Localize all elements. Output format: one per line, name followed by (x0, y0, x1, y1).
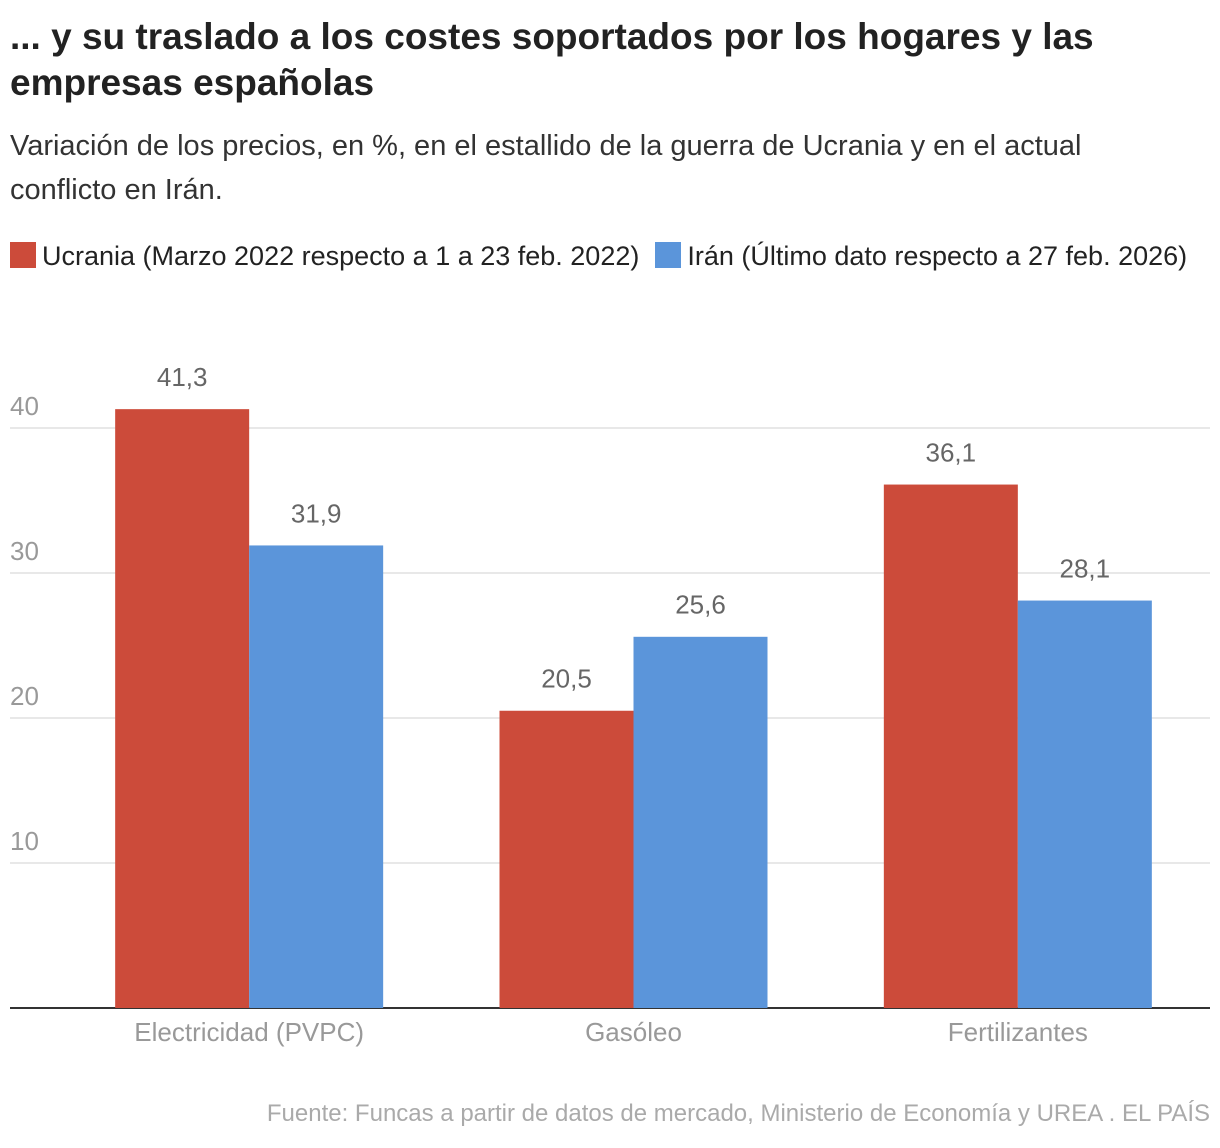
legend: Ucrania (Marzo 2022 respecto a 1 a 23 fe… (10, 233, 1210, 279)
y-tick-label: 10 (10, 826, 39, 856)
legend-entry: Irán (Último dato respecto a 27 feb. 202… (655, 241, 1187, 271)
value-label: 31,9 (291, 498, 342, 528)
x-tick-label: Fertilizantes (948, 1017, 1088, 1047)
bar (499, 710, 634, 1008)
y-tick-label: 20 (10, 681, 39, 711)
x-tick-label: Electricidad (PVPC) (134, 1017, 364, 1047)
y-tick-label: 30 (10, 536, 39, 566)
legend-entry: Ucrania (Marzo 2022 respecto a 1 a 23 fe… (10, 241, 639, 271)
chart: 10 20 30 40 Electricidad (PVPC) 41,3 31,9 Gasól… (10, 362, 1210, 1047)
legend-label: Ucrania (Marzo 2022 respecto a 1 a 23 fe… (42, 241, 640, 271)
value-label: 28,1 (1060, 553, 1111, 583)
chart-title: ... y su traslado a los costes soportado… (10, 16, 1094, 103)
value-label: 25,6 (675, 590, 726, 620)
legend-swatch (10, 242, 36, 268)
bar (633, 636, 768, 1008)
bar (249, 545, 384, 1008)
legend-swatch (655, 242, 682, 268)
value-label: 36,1 (926, 437, 977, 467)
bar (115, 409, 250, 1008)
source: Fuente: Funcas a partir de datos de merc… (266, 1100, 1210, 1127)
legend-label: Irán (Último dato respecto a 27 feb. 202… (687, 241, 1188, 271)
bar (1017, 600, 1152, 1008)
x-tick-label: Gasóleo (585, 1017, 682, 1047)
y-tick-label: 40 (10, 391, 39, 421)
value-label: 20,5 (541, 664, 592, 694)
bar (883, 484, 1018, 1008)
chart-subtitle: Variación de los precios, en %, en el es… (10, 130, 1082, 206)
value-label: 41,3 (157, 362, 208, 392)
